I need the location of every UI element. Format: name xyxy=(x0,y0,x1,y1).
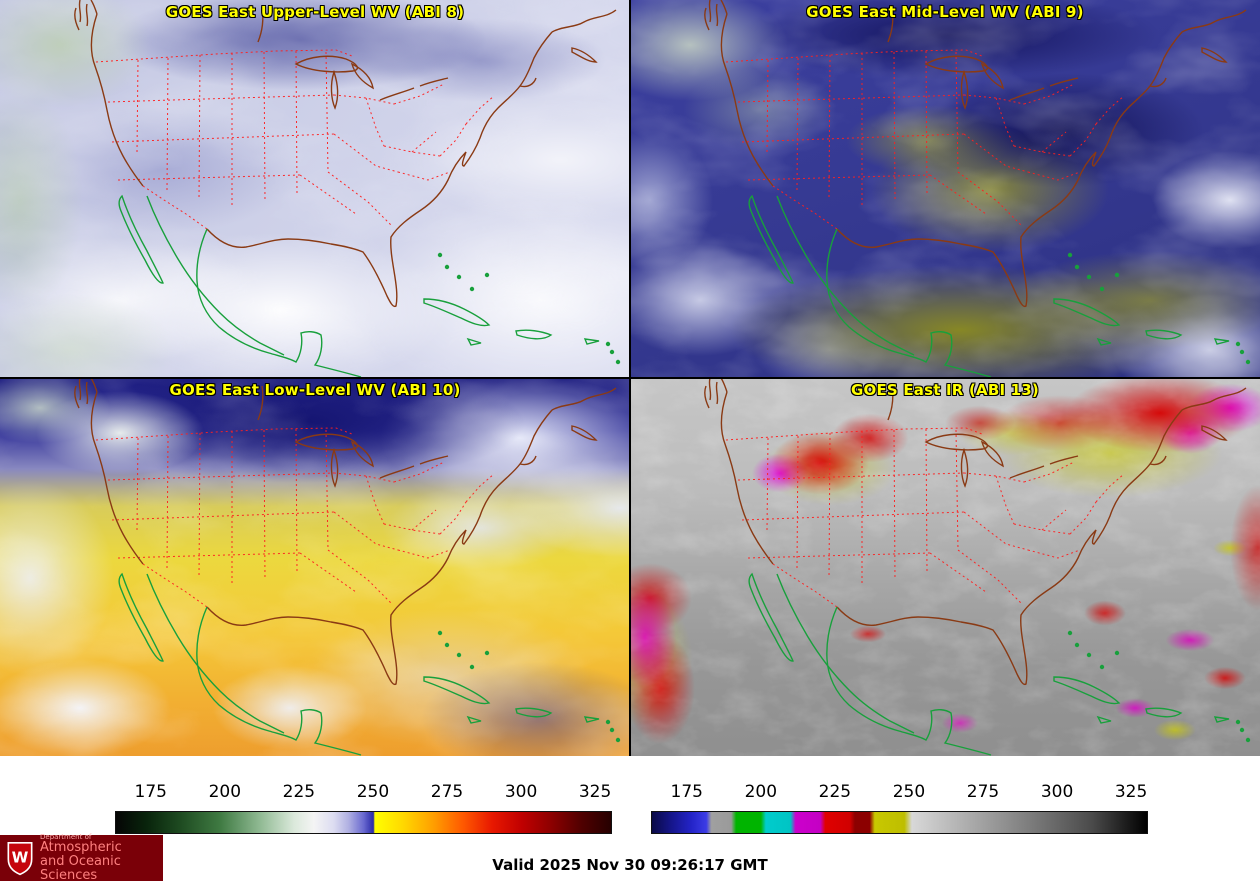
wv-colorbar-ticks: 175 200 225 250 275 300 325 xyxy=(115,782,612,806)
logo-name-line2: and Oceanic Sciences xyxy=(40,853,121,883)
aos-department-logo: W Department of Atmospheric and Oceanic … xyxy=(0,832,163,883)
logo-text-block: Department of Atmospheric and Oceanic Sc… xyxy=(40,832,157,883)
panel-upper-level-wv: GOES East Upper-Level WV (ABI 8) xyxy=(0,0,630,378)
colorbar-tick: 250 xyxy=(892,782,926,802)
panel-mid-level-wv: GOES East Mid-Level WV (ABI 9) xyxy=(630,0,1260,378)
crest-letter: W xyxy=(12,849,29,867)
colorbar-footer-area: 175 200 225 250 275 300 325 175 200 225 … xyxy=(0,756,1260,883)
panel-title-low-wv: GOES East Low-Level WV (ABI 10) xyxy=(169,381,461,399)
colorbar-tick: 225 xyxy=(818,782,852,802)
uw-crest-icon: W xyxy=(7,842,33,876)
colorbar-tick: 175 xyxy=(134,782,168,802)
panel-ir: GOES East IR (ABI 13) xyxy=(630,378,1260,756)
colorbar-tick: 200 xyxy=(208,782,242,802)
panel-divider-horizontal xyxy=(0,377,1260,379)
logo-name-line1: Atmospheric xyxy=(40,840,122,856)
cloud-texture xyxy=(630,378,1260,756)
colorbar-tick: 300 xyxy=(504,782,538,802)
ir-colorbar-ticks: 175 200 225 250 275 300 325 xyxy=(651,782,1148,806)
colorbar-tick: 300 xyxy=(1040,782,1074,802)
valid-timestamp: Valid 2025 Nov 30 09:26:17 GMT xyxy=(492,856,768,874)
logo-dept-line: Department of xyxy=(40,832,92,841)
panel-title-upper-wv: GOES East Upper-Level WV (ABI 8) xyxy=(165,3,465,21)
satellite-quad-view: GOES East Upper-Level WV (ABI 8) GOES Ea… xyxy=(0,0,1260,756)
colorbar-tick: 200 xyxy=(744,782,778,802)
wv-colorbar xyxy=(115,811,612,834)
colorbar-tick: 175 xyxy=(670,782,704,802)
panel-title-ir: GOES East IR (ABI 13) xyxy=(850,381,1039,399)
cloud-texture xyxy=(0,378,630,756)
map-overlay xyxy=(704,378,1251,756)
colorbar-tick: 250 xyxy=(356,782,390,802)
colorbar-tick: 325 xyxy=(1114,782,1148,802)
cloud-texture xyxy=(630,0,1260,378)
colorbar-tick: 225 xyxy=(282,782,316,802)
colorbar-tick: 275 xyxy=(966,782,1000,802)
map-overlay xyxy=(74,378,621,756)
panel-title-mid-wv: GOES East Mid-Level WV (ABI 9) xyxy=(806,3,1084,21)
ir-colorbar xyxy=(651,811,1148,834)
map-overlay xyxy=(74,0,621,378)
ir-colorbar-group: 175 200 225 250 275 300 325 xyxy=(651,782,1148,834)
panel-low-level-wv: GOES East Low-Level WV (ABI 10) xyxy=(0,378,630,756)
colorbar-tick: 325 xyxy=(578,782,612,802)
colorbar-tick: 275 xyxy=(430,782,464,802)
cloud-texture xyxy=(0,0,630,378)
map-overlay xyxy=(704,0,1251,378)
wv-colorbar-group: 175 200 225 250 275 300 325 xyxy=(115,782,612,834)
